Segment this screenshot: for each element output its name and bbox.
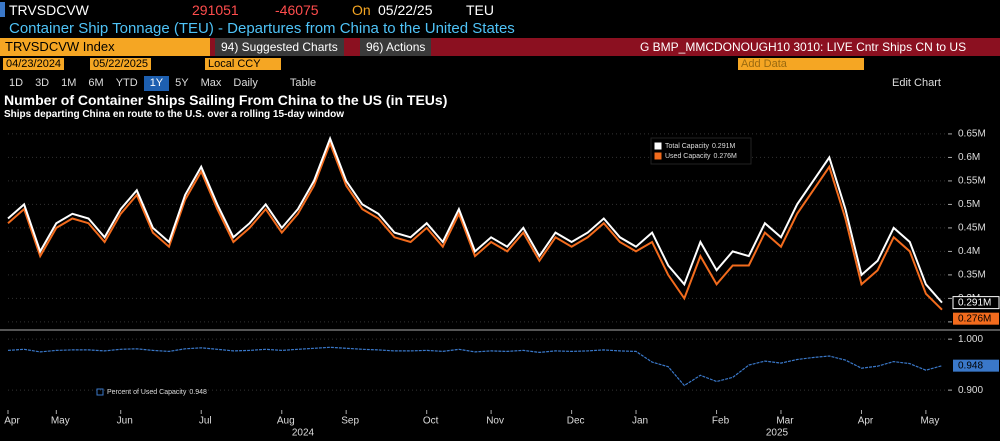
range-button[interactable]: 6M (88, 77, 104, 89)
data-line (7, 346, 943, 387)
chart-title: Number of Container Ships Sailing From C… (4, 92, 448, 108)
legend-value: 0.948 (189, 389, 207, 396)
range-button[interactable]: 3D (35, 77, 50, 89)
ticker: TRVSDCVW (9, 2, 89, 18)
date-bar: 04/23/2024 05/22/2025 Local CCY Add Data (0, 58, 1000, 73)
description: Container Ship Tonnage (TEU) - Departure… (9, 20, 515, 37)
x-tick-label: Nov (486, 416, 504, 427)
y-tick-label: 0.5M (958, 199, 980, 210)
x-tick-label: Apr (858, 416, 874, 427)
date: 05/22/25 (378, 2, 433, 18)
chart-subtitle: Ships departing China en route to the U.… (4, 109, 345, 120)
y-tick-label: 1.000 (958, 334, 983, 345)
x-tick-label: Jun (117, 416, 133, 427)
y-tick-label: 0.4M (958, 246, 980, 257)
range-buttons: 1D 3D 1M 6M YTD 1Y 5Y Max Daily Table (3, 74, 322, 91)
y-tick-label: 0.3M (958, 293, 980, 304)
data-line (7, 135, 943, 304)
chart-name: G BMP_MMCDONOUGH10 3010: LIVE Cntr Ships… (640, 40, 967, 54)
toolbar: TRVSDCVW Index 94) Suggested Charts 96) … (0, 38, 1000, 56)
data-line (7, 140, 943, 311)
y-tick-label: 0.25M (958, 317, 986, 328)
legend-name: Total Capacity (665, 143, 709, 150)
change: -46075 (275, 2, 319, 18)
table-button[interactable]: Table (289, 77, 317, 89)
x-tick-label: Aug (277, 416, 295, 427)
legend-value: 0.276M (714, 153, 738, 160)
x-tick-label: Feb (712, 416, 730, 427)
legend-label: Used Capacity 0.276M (665, 153, 737, 160)
frequency[interactable]: Daily (233, 77, 258, 89)
currency[interactable]: Local CCY (205, 58, 281, 70)
x-tick-label: May (51, 416, 70, 427)
range-button[interactable]: YTD (115, 77, 138, 89)
x-tick-label: Jul (199, 416, 212, 427)
menu-button[interactable]: 96) Actions (360, 38, 432, 56)
edit-chart[interactable]: Edit Chart (886, 74, 947, 91)
x-tick-label: Mar (776, 416, 794, 427)
y-tick-label: 0.900 (958, 385, 983, 396)
x-tick-label: Dec (567, 416, 585, 427)
last-value-label: 0.276M (958, 313, 991, 324)
menu-button[interactable]: 94) Suggested Charts (215, 38, 344, 56)
unit: TEU (466, 2, 494, 18)
x-tick-label: Apr (4, 416, 20, 427)
y-tick-label: 0.55M (958, 176, 986, 187)
x-tick-label: May (920, 416, 939, 427)
last-value-tag (953, 359, 999, 372)
end-date[interactable]: 05/22/2025 (90, 58, 152, 70)
last-value-label: 0.291M (958, 297, 991, 308)
range-button[interactable]: 5Y (175, 77, 189, 89)
y-tick-label: 0.6M (958, 152, 980, 163)
legend-label: Total Capacity 0.291M (665, 143, 735, 150)
legend-swatch (96, 388, 104, 396)
ticker-marker (0, 2, 5, 17)
legend-name: Percent of Used Capacity (107, 389, 187, 396)
range-button[interactable]: 1Y (143, 76, 170, 91)
y-tick-label: 0.65M (958, 129, 986, 140)
last-value-tag (952, 296, 1000, 310)
last-value-label: 0.948 (958, 360, 983, 371)
legend-label: Percent of Used Capacity 0.948 (107, 389, 207, 396)
x-tick-label: Jan (632, 416, 648, 427)
y-tick-label: 0.35M (958, 270, 986, 281)
year-label: 2024 (292, 428, 315, 439)
legend-swatch (654, 142, 662, 150)
on-label: On (352, 2, 371, 18)
legend-name: Used Capacity (665, 153, 711, 160)
security-field[interactable]: TRVSDCVW Index (0, 38, 210, 56)
ticker-bar: TRVSDCVW 291051 -46075 On 05/22/25 TEU (0, 0, 1000, 20)
range-bar: 1D 3D 1M 6M YTD 1Y 5Y Max Daily Table Edit Chart (0, 74, 1000, 91)
legend-swatch (654, 152, 662, 160)
last-value-tag (953, 312, 999, 325)
range-button[interactable]: 1M (61, 77, 77, 89)
edit-chart-text: Edit Chart (892, 77, 941, 89)
add-data[interactable]: Add Data (738, 58, 864, 70)
legend-value: 0.291M (712, 143, 736, 150)
legend-box (650, 137, 752, 165)
x-tick-label: Oct (423, 416, 439, 427)
start-date[interactable]: 04/23/2024 (3, 58, 65, 70)
range-button[interactable]: Max (200, 77, 222, 89)
range-button[interactable]: 1D (9, 77, 24, 89)
year-label: 2025 (766, 428, 789, 439)
y-tick-label: 0.45M (958, 223, 986, 234)
last-value: 291051 (192, 2, 239, 18)
x-tick-label: Sep (341, 416, 359, 427)
divider (0, 329, 1000, 331)
